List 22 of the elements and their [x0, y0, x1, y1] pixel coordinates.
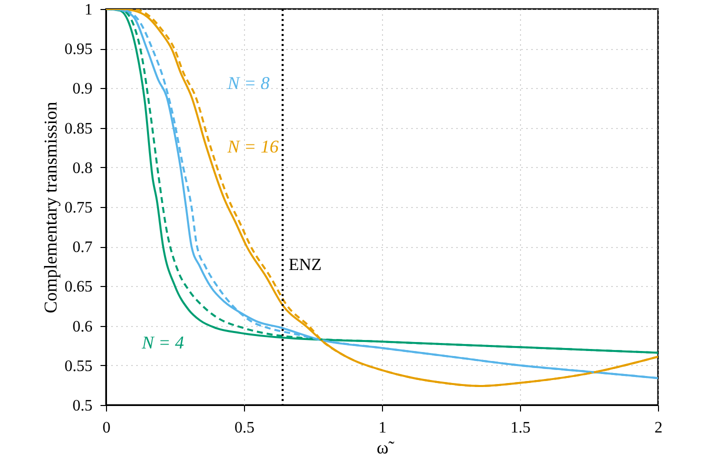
y-tick-label: 0.9 [72, 80, 92, 98]
x-tick-label: 2 [654, 420, 662, 436]
y-tick-label: 0.55 [64, 358, 92, 375]
x-tick-label: 1 [378, 420, 386, 436]
y-tick-label: 0.95 [64, 41, 92, 58]
y-tick-label: 0.65 [64, 278, 92, 296]
y-tick-label: 0.7 [72, 239, 92, 256]
x-axis-title: ω̃ [376, 438, 394, 458]
x-tick-label: 0.5 [234, 420, 254, 436]
ref-line-label: ENZ [288, 255, 322, 274]
text: N = 8 [226, 73, 270, 94]
y-axis-title: Complementary transmission [40, 102, 60, 314]
y-tick-label: 0.6 [72, 318, 92, 336]
x-tick-label: 0 [102, 420, 110, 436]
series-label: N = 16 [226, 136, 279, 157]
y-tick-label: 0.85 [64, 120, 92, 138]
y-tick-label: 0.8 [72, 160, 92, 177]
y-tick-label: 0.75 [64, 200, 92, 216]
x-tick-label: 1.5 [510, 420, 530, 436]
y-tick-label: 1 [84, 2, 92, 18]
y-tick-label: 0.5 [72, 398, 92, 414]
series-label: N = 4 [140, 332, 184, 353]
